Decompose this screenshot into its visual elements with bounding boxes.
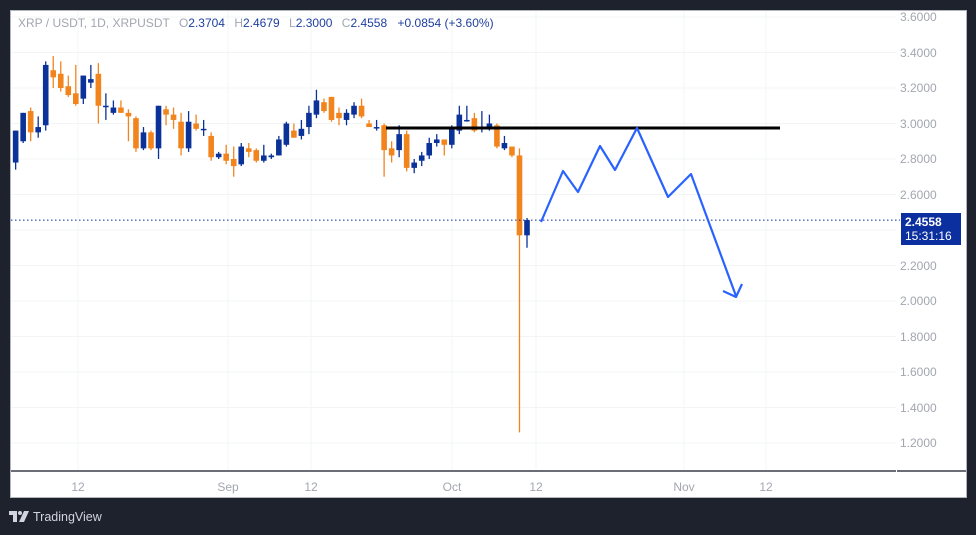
price-tick-label: 1.2000	[900, 436, 937, 450]
grid-lines	[11, 11, 896, 470]
close-value: 2.4558	[350, 16, 388, 30]
change-value: +0.0854 (+3.60%)	[397, 16, 494, 30]
last-price-tag: 2.4558 15:31:16	[901, 213, 961, 245]
time-tick-label: Nov	[673, 480, 695, 494]
price-tick-label: 3.2000	[900, 81, 937, 95]
time-tick-label: 12	[759, 480, 773, 494]
price-tick-label: 2.0000	[900, 294, 937, 308]
ohlc-legend: XRP / USDT, 1D, XRPUSDT O2.3704 H2.4679 …	[18, 16, 494, 30]
price-tick-label: 2.2000	[900, 258, 937, 273]
open-value: 2.3704	[188, 16, 225, 30]
candlesticks	[12, 56, 530, 433]
price-tick-label: 1.6000	[900, 365, 937, 379]
arrow-head-icon	[722, 283, 743, 299]
projection-path[interactable]	[539, 126, 738, 297]
tradingview-logo[interactable]: TradingView	[9, 510, 102, 524]
price-tick-label: 3.6000	[900, 10, 937, 24]
low-value: 2.3000	[295, 16, 333, 30]
last-price-value: 2.4558	[905, 215, 942, 229]
symbol-title[interactable]: XRP / USDT, 1D, XRPUSDT	[18, 16, 170, 30]
price-tick-label: 3.0000	[900, 116, 937, 131]
time-tick-label: Sep	[217, 480, 239, 494]
time-tick-label: 12	[304, 480, 318, 494]
chart-frame[interactable]	[10, 10, 967, 498]
time-tick-label: 12	[529, 480, 543, 494]
bar-countdown: 15:31:16	[905, 229, 952, 243]
time-tick-label: Oct	[442, 480, 462, 494]
time-tick-label: 12	[71, 480, 85, 494]
tradingview-logo-icon	[9, 511, 29, 522]
price-tick-label: 2.6000	[900, 187, 937, 202]
brand-name: TradingView	[33, 510, 102, 524]
price-tick-label: 2.8000	[900, 152, 937, 166]
price-tick-label: 3.4000	[900, 45, 937, 60]
price-tick-label: 1.8000	[900, 329, 937, 344]
price-tick-label: 1.4000	[900, 400, 937, 415]
high-value: 2.4679	[243, 16, 280, 30]
